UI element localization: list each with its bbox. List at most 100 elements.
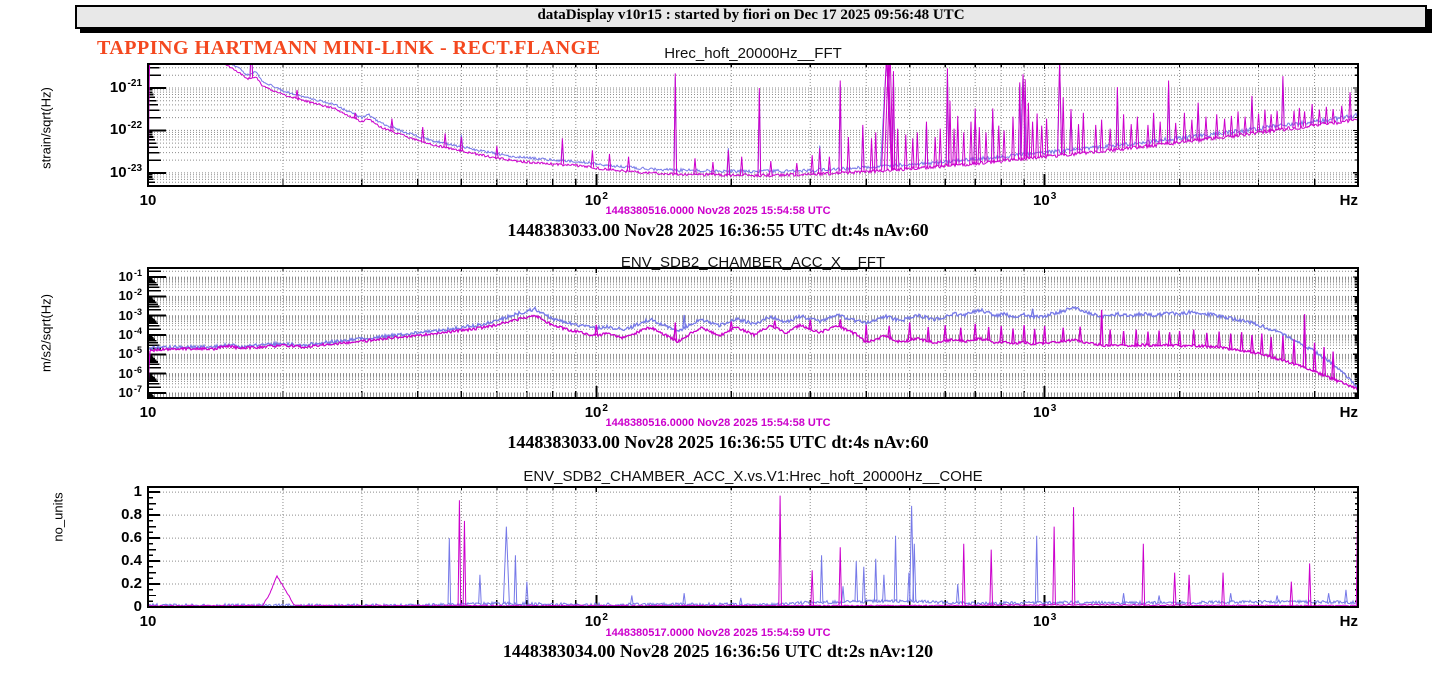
current-trace-spike	[881, 64, 893, 171]
current-trace-spike	[1166, 80, 1171, 144]
current-trace-spike	[864, 324, 869, 343]
y-tick-label: 10-6	[118, 364, 142, 381]
reference-coherence-spike	[447, 538, 452, 605]
current-trace-spike	[249, 64, 254, 78]
reference-coherence-spike	[1275, 595, 1279, 602]
current-trace-spike	[952, 128, 956, 166]
traces-group	[148, 305, 1358, 393]
current-trace-spike	[1099, 119, 1104, 152]
current-trace-spike	[1228, 333, 1233, 350]
y-tick-label: 10-22	[109, 120, 142, 139]
current-trace-spike	[1250, 95, 1254, 134]
y-tick-label: 0.6	[121, 529, 142, 547]
current-trace-spike	[757, 87, 762, 176]
current-trace-spike	[969, 121, 973, 165]
current-trace-spike	[1081, 112, 1086, 153]
current-trace-spike	[955, 115, 960, 166]
current-coherence-spike	[1172, 572, 1177, 606]
current-coherence-spike	[1221, 572, 1225, 606]
reference-coherence-spike	[882, 574, 886, 602]
current-coherence-spike	[457, 500, 462, 606]
current-trace-spike	[1061, 97, 1065, 155]
traces-group	[148, 495, 1358, 607]
reference-trace-spike	[682, 314, 687, 328]
current-trace-spike	[933, 136, 937, 167]
y-tick-label: 10-2	[118, 287, 142, 304]
traces-group	[148, 64, 1358, 186]
current-trace-spike	[1331, 108, 1335, 124]
plot1-start-timestamp: 1448380516.0000 Nov28 2025 15:54:58 UTC	[605, 205, 831, 217]
current-trace-spike	[1146, 331, 1150, 346]
x-tick-label: 103	[1033, 191, 1057, 209]
current-trace-spike	[420, 127, 425, 142]
current-coherence-spike	[1289, 581, 1294, 606]
current-trace-spike	[1022, 324, 1027, 343]
plot-frame	[147, 267, 1359, 399]
window-title-bar: dataDisplay v10r15 : started by fiori on…	[75, 5, 1427, 29]
reference-coherence-spike	[909, 505, 915, 602]
reference-coherence-spike	[1157, 595, 1161, 603]
current-trace-spike	[1280, 335, 1285, 361]
current-trace-spike	[1108, 128, 1112, 151]
current-coherence-spike	[778, 495, 782, 606]
current-trace-spike	[495, 145, 499, 158]
current-coherence-spike	[838, 547, 843, 606]
current-trace-spike	[1032, 328, 1037, 345]
y-tick-label: 10-7	[118, 383, 142, 400]
plot1-title: Hrec_hoft_20000Hz__FFT	[664, 45, 842, 62]
current-trace-spike	[1263, 109, 1267, 132]
current-trace-spike	[869, 138, 874, 172]
current-trace-spike	[1256, 113, 1261, 133]
current-trace-spike	[977, 127, 982, 164]
current-coherence-spike	[1141, 543, 1146, 606]
plot-1-group	[147, 63, 1359, 187]
current-trace-spike	[1121, 331, 1126, 346]
current-trace-spike	[1348, 92, 1352, 121]
current-trace-spike	[590, 150, 595, 168]
y-tick-label: 10-3	[118, 306, 142, 323]
reference-coherence-spike	[841, 586, 845, 602]
current-trace-spike	[673, 322, 678, 341]
current-trace-spike	[1099, 309, 1104, 346]
current-trace-spike	[999, 326, 1004, 343]
current-trace-spike	[1190, 119, 1194, 141]
current-trace-spike	[1292, 339, 1296, 364]
current-trace-spike	[1259, 333, 1264, 355]
current-trace-spike	[1023, 79, 1027, 159]
current-trace-spike	[1151, 112, 1156, 146]
page-title: TAPPING HARTMANN MINI-LINK - RECT.FLANGE	[97, 37, 601, 59]
y-tick-label: 0.4	[121, 552, 142, 570]
current-trace-spike	[986, 326, 991, 341]
current-coherence-line	[148, 574, 1358, 607]
current-trace-spike	[1134, 329, 1139, 346]
x-tick-label: 103	[1033, 403, 1057, 421]
current-trace-spike	[1078, 326, 1083, 342]
current-trace-spike	[1061, 327, 1066, 342]
current-trace-spike	[1135, 116, 1140, 148]
current-trace-spike	[887, 325, 892, 338]
reference-coherence-spike	[912, 543, 917, 602]
current-trace-spike	[1269, 336, 1274, 358]
current-trace-spike	[459, 136, 464, 152]
reference-coherence-spike	[738, 597, 743, 605]
y-tick-label: 10-5	[118, 345, 142, 362]
current-trace-spike	[1322, 346, 1326, 376]
current-trace-spike	[607, 153, 612, 170]
y-tick-label: 0.8	[121, 506, 142, 524]
current-trace-spike	[886, 64, 894, 171]
reference-coherence-spike	[854, 561, 859, 602]
current-trace-spike	[1002, 130, 1006, 161]
reference-coherence-spike	[525, 581, 529, 605]
plot2-y-axis-label: m/s2/sqrt(Hz)	[38, 294, 54, 372]
plot2-start-timestamp: 1448380516.0000 Nov28 2025 15:54:58 UTC	[605, 417, 831, 429]
current-trace-spike	[1129, 124, 1134, 148]
plot3-title: ENV_SDB2_CHAMBER_ACC_X.vs.V1:Hrec_hoft_2…	[523, 468, 983, 485]
current-trace-spike	[938, 128, 943, 167]
y-tick-label: 0.2	[121, 575, 142, 593]
current-trace-spike	[1297, 107, 1302, 128]
x-tick-label: 10	[139, 192, 157, 209]
current-trace-spike	[996, 125, 1001, 162]
current-trace-spike	[1204, 332, 1209, 347]
current-trace-spike	[295, 89, 299, 99]
